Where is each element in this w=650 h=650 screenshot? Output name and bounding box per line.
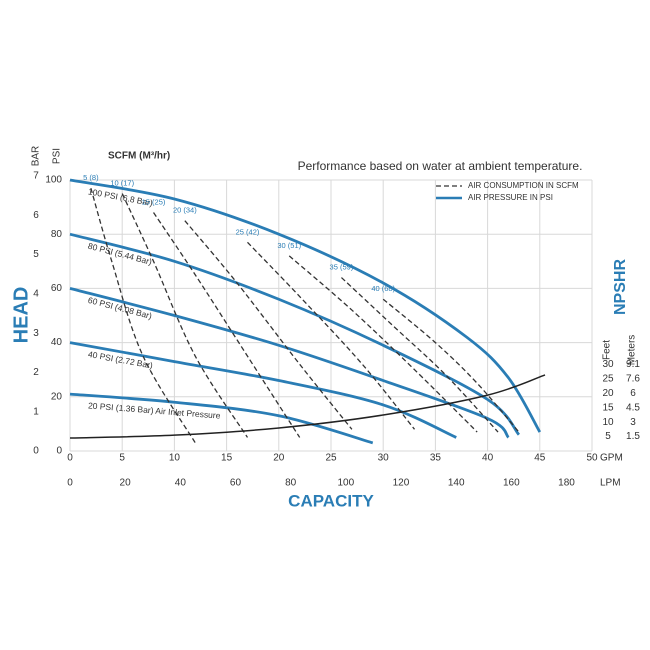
gpm-unit: GPM — [600, 453, 623, 464]
meters-tick-label: 6 — [630, 388, 636, 399]
x-tick-label: 10 — [169, 453, 181, 464]
x-tick-label: 45 — [534, 453, 546, 464]
x-tick-label: 20 — [273, 453, 285, 464]
feet-unit: Feet — [602, 340, 613, 360]
lpm-tick-label: 100 — [337, 478, 354, 489]
y2-axis-title: NPSHR — [612, 259, 629, 315]
meters-unit: Meters — [627, 335, 638, 366]
meters-tick-label: 1.5 — [626, 431, 640, 442]
series-line — [69, 392, 374, 445]
y-tick-label: 20 — [51, 391, 63, 402]
lpm-tick-label: 180 — [558, 478, 575, 489]
lpm-tick-label: 160 — [503, 478, 520, 489]
bar-unit: BAR — [31, 146, 42, 167]
series-line — [382, 298, 520, 433]
psi-unit: PSI — [52, 148, 63, 164]
x-tick-label: 35 — [430, 453, 442, 464]
lpm-tick-label: 120 — [393, 478, 410, 489]
x-tick-label: 0 — [67, 453, 73, 464]
series-line — [90, 187, 196, 444]
meters-tick-label: 4.5 — [626, 402, 640, 413]
x-axis-title: CAPACITY — [288, 491, 374, 510]
bar-tick-label: 0 — [33, 446, 39, 457]
series-line — [69, 374, 546, 439]
y2-tick-label: 5 — [605, 431, 611, 442]
series-label: 10 (17) — [110, 179, 134, 188]
y-tick-label: 60 — [51, 283, 63, 294]
x-tick-label: 30 — [378, 453, 390, 464]
meters-tick-label: 3 — [630, 417, 636, 428]
bar-tick-label: 6 — [33, 210, 39, 221]
scfm-label: SCFM (M³/hr) — [108, 151, 170, 162]
bar-tick-label: 2 — [33, 367, 39, 378]
y-tick-label: 40 — [51, 337, 63, 348]
lpm-unit: LPM — [600, 478, 621, 489]
meters-tick-label: 7.6 — [626, 374, 640, 385]
lpm-tick-label: 40 — [175, 478, 187, 489]
y2-tick-label: 20 — [602, 388, 614, 399]
lpm-tick-label: 20 — [120, 478, 132, 489]
lpm-tick-label: 0 — [67, 478, 73, 489]
series-line — [69, 178, 542, 433]
series-line — [69, 287, 510, 439]
series-label: 40 (68) — [371, 284, 395, 293]
series-label: 15 (25) — [142, 198, 166, 207]
y-tick-label: 80 — [51, 229, 63, 240]
bar-tick-label: 1 — [33, 406, 39, 417]
bar-tick-label: 4 — [33, 288, 39, 299]
y-tick-label: 0 — [56, 446, 62, 457]
y-axis-title: HEAD — [10, 287, 32, 344]
series-line — [340, 277, 499, 433]
series-line — [288, 255, 478, 433]
series-label: 35 (59) — [330, 263, 354, 272]
meters-tick-label: 9.1 — [626, 359, 640, 370]
x-tick-label: 25 — [325, 453, 337, 464]
lpm-tick-label: 80 — [285, 478, 297, 489]
bar-tick-label: 3 — [33, 328, 39, 339]
legend-label: AIR CONSUMPTION IN SCFM — [468, 181, 579, 190]
series-label: 30 (51) — [277, 241, 301, 250]
series-line — [247, 241, 416, 430]
bar-tick-label: 7 — [33, 171, 39, 182]
series-label: 20 (34) — [173, 206, 197, 215]
y2-tick-label: 30 — [602, 359, 614, 370]
x-tick-label: 40 — [482, 453, 494, 464]
y2-tick-label: 25 — [602, 374, 614, 385]
series-line — [152, 212, 301, 438]
y2-tick-label: 10 — [602, 417, 614, 428]
x-tick-label: 5 — [119, 453, 125, 464]
series-line — [184, 220, 353, 430]
x-tick-label: 15 — [221, 453, 233, 464]
y2-tick-label: 15 — [602, 402, 614, 413]
bar-tick-label: 5 — [33, 249, 39, 260]
x-tick-label: 50 — [586, 453, 598, 464]
legend-label: AIR PRESSURE IN PSI — [468, 193, 553, 202]
series-line — [121, 193, 249, 438]
series-label: 25 (42) — [236, 227, 260, 236]
series-label: 5 (8) — [83, 173, 99, 182]
y-tick-label: 100 — [45, 175, 62, 186]
note: Performance based on water at ambient te… — [298, 159, 583, 173]
lpm-tick-label: 140 — [448, 478, 465, 489]
lpm-tick-label: 60 — [230, 478, 242, 489]
